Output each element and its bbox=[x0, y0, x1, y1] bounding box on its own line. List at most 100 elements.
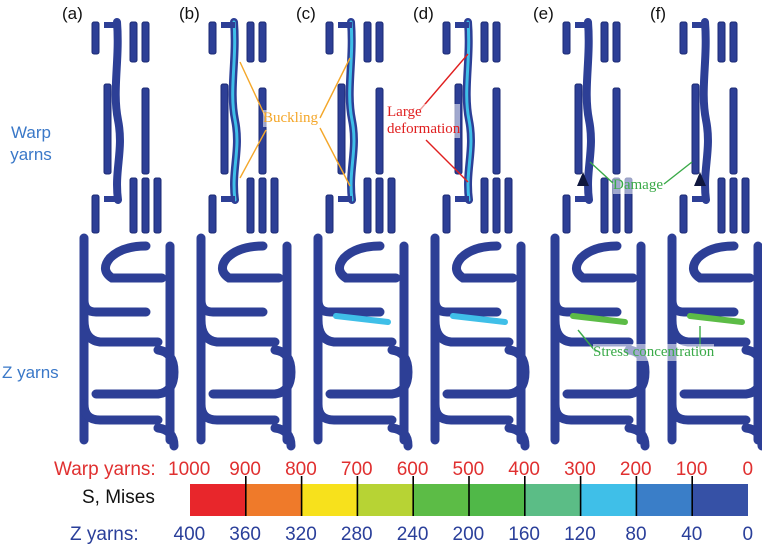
z-tick-label: 120 bbox=[564, 524, 596, 545]
z-yarn bbox=[572, 241, 638, 283]
warp-yarn bbox=[141, 177, 150, 234]
warp-panel bbox=[679, 18, 750, 234]
warp-yarn bbox=[504, 177, 513, 234]
panel-label-e: (e) bbox=[533, 4, 554, 23]
warp-tick-label: 400 bbox=[508, 459, 540, 480]
z-yarn bbox=[452, 241, 518, 283]
z-tick-label: 40 bbox=[681, 524, 703, 545]
damage-pointer bbox=[663, 161, 693, 185]
warp-yarn bbox=[387, 177, 396, 234]
warp-yarn-stub bbox=[221, 196, 235, 202]
z-tick-label: 80 bbox=[625, 524, 647, 545]
warp-yarn bbox=[363, 177, 372, 234]
z-yarn bbox=[387, 423, 413, 451]
z-panel bbox=[79, 233, 179, 451]
warp-yarn bbox=[91, 21, 100, 55]
warp-yarn bbox=[480, 177, 489, 234]
warp-yarn bbox=[91, 194, 100, 234]
warp-yarn bbox=[246, 21, 255, 63]
warp-tick-label: 0 bbox=[742, 459, 754, 480]
large-deformation-pointer bbox=[425, 139, 469, 183]
z-yarn bbox=[313, 399, 397, 425]
z-yarn bbox=[624, 423, 650, 451]
buckling-pointer bbox=[239, 129, 267, 179]
warp-yarn-stub bbox=[338, 22, 352, 28]
z-panel bbox=[667, 233, 762, 451]
warp-yarn bbox=[600, 21, 609, 63]
warp-tick-label: 300 bbox=[564, 459, 596, 480]
warp-yarn bbox=[729, 21, 738, 63]
damage-pointer bbox=[589, 161, 615, 185]
warp-yarn-stub bbox=[692, 22, 706, 28]
warp-yarn bbox=[129, 177, 138, 234]
legend-warp-label: Warp yarns: bbox=[54, 459, 156, 480]
warp-yarn bbox=[492, 87, 501, 175]
warp-yarn-stub bbox=[455, 196, 469, 202]
warp-tick-label: 1000 bbox=[168, 459, 211, 480]
warp-yarn-stub bbox=[338, 196, 352, 202]
colorbar-segment bbox=[245, 484, 302, 516]
warp-yarn bbox=[612, 21, 621, 63]
z-yarn bbox=[504, 423, 530, 451]
colorbar-segment bbox=[469, 484, 525, 516]
warp-yarn bbox=[562, 21, 571, 55]
z-yarn bbox=[667, 399, 751, 425]
warp-yarn bbox=[717, 177, 726, 234]
colorbar bbox=[190, 476, 748, 516]
z-yarn bbox=[196, 315, 280, 347]
legend-mid-label: S, Mises bbox=[82, 487, 155, 508]
warp-yarn bbox=[141, 87, 150, 175]
warp-yarn bbox=[208, 21, 217, 55]
warp-yarn-stub bbox=[455, 22, 469, 28]
z-tick-label: 280 bbox=[340, 524, 373, 545]
warp-panel bbox=[91, 18, 162, 234]
warp-yarn bbox=[729, 177, 738, 234]
annotation-damage: Damage bbox=[613, 177, 663, 194]
z-tick-label: 360 bbox=[229, 524, 261, 545]
panel-label-c: (c) bbox=[296, 4, 316, 23]
panel-label-b: (b) bbox=[179, 4, 200, 23]
warp-yarn-curved bbox=[582, 18, 595, 204]
warp-yarn bbox=[679, 194, 688, 234]
annotation-lines bbox=[239, 53, 701, 353]
warp-yarn-stress bbox=[231, 20, 239, 202]
warp-yarn bbox=[337, 83, 346, 175]
warp-yarn bbox=[129, 21, 138, 63]
damage-notch bbox=[694, 172, 706, 186]
z-yarn bbox=[218, 241, 284, 283]
warp-yarn bbox=[325, 194, 334, 234]
damage-notch bbox=[577, 172, 589, 186]
warp-yarn bbox=[442, 194, 451, 234]
warp-yarn-stub bbox=[692, 196, 706, 202]
warp-yarn bbox=[691, 83, 700, 175]
z-yarn bbox=[335, 241, 401, 283]
z-tick-label: 400 bbox=[173, 524, 206, 545]
colorbar-segment bbox=[190, 484, 246, 516]
warp-tick-label: 900 bbox=[229, 459, 261, 480]
warp-yarn bbox=[258, 177, 267, 234]
z-tick-label: 200 bbox=[452, 524, 485, 545]
row-label-z: Z yarns bbox=[2, 363, 59, 382]
warp-yarn bbox=[103, 83, 112, 175]
z-yarn-stress bbox=[333, 313, 391, 325]
z-yarn bbox=[79, 315, 163, 347]
warp-yarn-stub bbox=[104, 22, 118, 28]
warp-yarn-curved bbox=[699, 18, 712, 204]
buckling-pointer bbox=[239, 61, 267, 119]
panel-label-d: (d) bbox=[413, 4, 434, 23]
z-tick-label: 160 bbox=[508, 524, 540, 545]
z-yarn bbox=[91, 345, 179, 399]
warp-yarn bbox=[363, 21, 372, 63]
warp-yarn bbox=[258, 21, 267, 63]
warp-yarn-stub bbox=[221, 22, 235, 28]
warp-panel bbox=[208, 18, 279, 234]
z-yarn bbox=[79, 399, 163, 425]
warp-yarn-stub bbox=[575, 196, 589, 202]
colorbar-segment bbox=[301, 484, 358, 516]
warp-yarn bbox=[246, 177, 255, 234]
warp-tick-label: 800 bbox=[285, 459, 317, 480]
warp-yarn bbox=[600, 177, 609, 234]
warp-yarn bbox=[220, 83, 229, 175]
warp-yarn bbox=[717, 21, 726, 63]
warp-yarn-stress bbox=[465, 20, 473, 202]
